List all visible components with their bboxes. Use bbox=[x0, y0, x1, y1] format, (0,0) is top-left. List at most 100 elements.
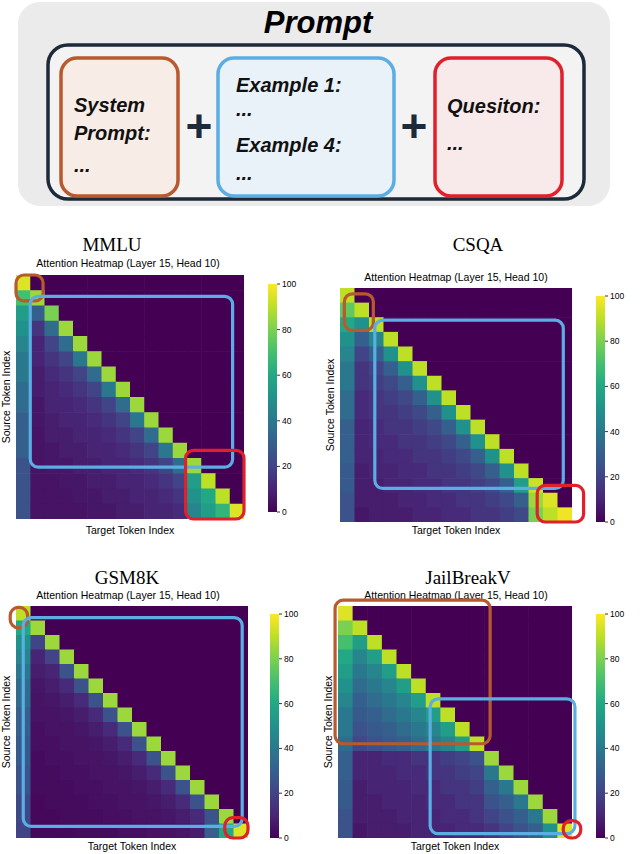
heatmap-cell bbox=[398, 390, 413, 405]
heatmap-cell bbox=[187, 428, 202, 444]
heatmap-cell bbox=[382, 606, 397, 621]
heatmap-cell bbox=[338, 722, 353, 737]
heatmap-cell bbox=[102, 397, 117, 413]
heatmap-cell bbox=[455, 606, 470, 621]
heatmap-cell bbox=[413, 288, 428, 303]
heatmap-cell bbox=[514, 708, 529, 723]
segment-text: Prompt: bbox=[74, 122, 151, 144]
heatmap-cell bbox=[31, 809, 46, 824]
heatmap-cell bbox=[557, 621, 572, 636]
heatmap-cell bbox=[411, 664, 426, 679]
heatmap-cell bbox=[543, 737, 558, 752]
heatmap-cell bbox=[45, 722, 60, 737]
heatmap-cell bbox=[500, 288, 515, 303]
heatmap-cell bbox=[161, 693, 176, 708]
colorbar-tick-label: 40 bbox=[284, 743, 294, 753]
heatmap-cell bbox=[355, 405, 370, 420]
heatmap-cell bbox=[426, 708, 441, 723]
heatmap-cell bbox=[397, 606, 412, 621]
heatmap-cell bbox=[60, 809, 75, 824]
heatmap-cell bbox=[398, 507, 413, 522]
heatmap-cell bbox=[455, 679, 470, 694]
heatmap-cell bbox=[369, 405, 384, 420]
heatmap-cell bbox=[471, 361, 486, 376]
heatmap-cell bbox=[201, 367, 216, 383]
heatmap-cell bbox=[426, 780, 441, 795]
heatmap-cell bbox=[59, 367, 74, 383]
heatmap-cell bbox=[89, 650, 104, 665]
heatmap-cell bbox=[456, 376, 471, 391]
heatmap-cell bbox=[384, 405, 399, 420]
heatmap-cell bbox=[74, 751, 89, 766]
heatmap-cell bbox=[484, 708, 499, 723]
heatmap-cell bbox=[60, 635, 75, 650]
colorbar bbox=[596, 614, 605, 838]
heatmap-cell bbox=[89, 693, 104, 708]
heatmap-cell bbox=[514, 434, 529, 449]
heatmap-cell bbox=[382, 766, 397, 781]
heatmap-cell bbox=[45, 766, 60, 781]
heatmap-cell bbox=[397, 708, 412, 723]
colorbar-tick bbox=[279, 793, 282, 794]
heatmap-cell bbox=[529, 361, 544, 376]
heatmap-cell bbox=[60, 664, 75, 679]
heatmap-cell bbox=[514, 390, 529, 405]
heatmap-cell bbox=[132, 722, 147, 737]
heatmap-cell bbox=[219, 679, 234, 694]
heatmap-cell bbox=[190, 708, 205, 723]
heatmap-cell bbox=[219, 722, 234, 737]
heatmap-cell bbox=[398, 449, 413, 464]
heatmap-cell bbox=[529, 449, 544, 464]
heatmap-cell bbox=[528, 722, 543, 737]
heatmap-cell bbox=[340, 390, 355, 405]
heatmap-cell bbox=[440, 766, 455, 781]
heatmap-cell bbox=[45, 336, 60, 352]
heatmap-cell bbox=[514, 347, 529, 362]
heatmap-cell bbox=[528, 635, 543, 650]
colorbar-tick bbox=[277, 420, 280, 421]
heatmap-cell bbox=[147, 693, 162, 708]
heatmap-cell bbox=[59, 275, 74, 291]
heatmap-cell bbox=[426, 635, 441, 650]
heatmap-cell bbox=[118, 780, 133, 795]
heatmap-cell bbox=[230, 489, 244, 505]
heatmap-cell bbox=[118, 737, 133, 752]
panel-subtitle: Attention Heatmap (Layer 15, Head 10) bbox=[36, 257, 219, 269]
heatmap-cell bbox=[144, 382, 159, 398]
heatmap-cell bbox=[102, 290, 117, 306]
heatmap-cell bbox=[187, 473, 202, 489]
heatmap-cell bbox=[338, 693, 353, 708]
heatmap-cell bbox=[557, 766, 572, 781]
heatmap-cell bbox=[219, 766, 234, 781]
heatmap-cell bbox=[45, 443, 60, 459]
heatmap-cell bbox=[130, 412, 145, 428]
heatmap-cell bbox=[161, 795, 176, 810]
heatmap-cell bbox=[355, 434, 370, 449]
heatmap-cell bbox=[485, 464, 500, 479]
heatmap-cell bbox=[45, 489, 60, 505]
heatmap-cell bbox=[455, 780, 470, 795]
heatmap-cell bbox=[219, 780, 234, 795]
heatmap-cell bbox=[340, 361, 355, 376]
heatmap-cell bbox=[557, 650, 572, 665]
heatmap-cell bbox=[45, 504, 60, 519]
heatmap-cell bbox=[367, 693, 382, 708]
heatmap-cell bbox=[355, 464, 370, 479]
heatmap-cell bbox=[340, 434, 355, 449]
heatmap-cell bbox=[440, 621, 455, 636]
x-axis-label: Target Token Index bbox=[88, 840, 177, 852]
heatmap-cell bbox=[528, 664, 543, 679]
heatmap-cell bbox=[382, 824, 397, 839]
heatmap-cell bbox=[382, 809, 397, 824]
heatmap-cell bbox=[176, 751, 191, 766]
heatmap-cell bbox=[30, 367, 45, 383]
heatmap-cell bbox=[543, 751, 558, 766]
heatmap-cell bbox=[173, 412, 188, 428]
heatmap-cell bbox=[369, 361, 384, 376]
heatmap-cell bbox=[413, 376, 428, 391]
heatmap-cell bbox=[384, 434, 399, 449]
heatmap-cell bbox=[367, 795, 382, 810]
heatmap-cells bbox=[16, 275, 244, 519]
heatmap-cell bbox=[499, 650, 514, 665]
heatmap-cell bbox=[216, 504, 231, 519]
